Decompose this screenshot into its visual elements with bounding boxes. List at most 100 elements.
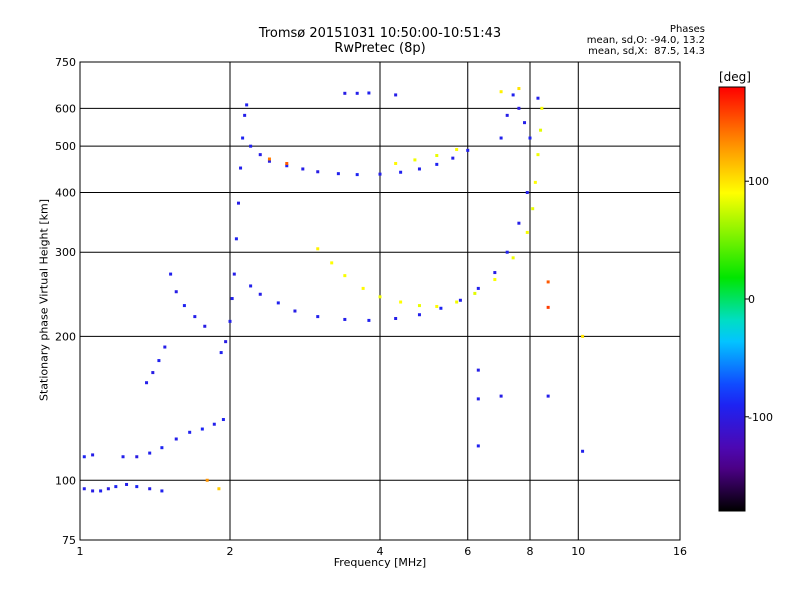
data-point-o (378, 172, 382, 176)
data-point-o (476, 397, 480, 401)
data-point-o (245, 103, 249, 107)
y-tick-label: 500 (55, 140, 76, 153)
data-point-o (546, 394, 550, 398)
data-point-x (435, 154, 439, 158)
data-point-x (499, 90, 503, 94)
colorbar-tick-label: -100 (748, 411, 773, 424)
data-point-x (517, 87, 521, 91)
data-point-x (473, 291, 477, 295)
colorbar-tick-label: 0 (748, 293, 755, 306)
x-tick-label: 6 (464, 545, 471, 558)
data-point-o (151, 371, 155, 375)
data-point-o (219, 351, 223, 355)
chart-title: Tromsø 20151031 10:50:00-10:51:43 (258, 26, 502, 41)
data-point-x (539, 128, 543, 132)
data-point-o (193, 315, 197, 319)
data-point-x (316, 247, 320, 251)
data-point-o (367, 91, 371, 95)
data-point-o (505, 250, 509, 254)
data-point-o (301, 167, 305, 171)
y-tick-label: 600 (55, 102, 76, 115)
data-point-o (476, 444, 480, 448)
colorbar: 100 0 -100 (718, 86, 773, 512)
data-point-o (528, 136, 532, 140)
data-point-o (135, 485, 139, 489)
data-point-o (293, 309, 297, 313)
data-point-o (243, 113, 247, 117)
x-tick-label: 8 (527, 545, 534, 558)
data-point-o (458, 298, 462, 302)
data-point-o (135, 455, 139, 459)
data-point-o (174, 290, 178, 294)
data-point-o (212, 422, 216, 426)
data-point-o (99, 489, 103, 493)
data-point-o (476, 368, 480, 372)
y-tick-label: 200 (55, 330, 76, 343)
data-point-x (417, 304, 421, 308)
y-tick-label: 750 (55, 56, 76, 69)
data-point-x (435, 304, 439, 308)
data-point-o (258, 153, 262, 157)
data-point-o (188, 430, 192, 434)
stats-o-mode: mean, sd,O: -94.0, 13.2 (586, 35, 705, 46)
data-point-o (417, 167, 421, 171)
data-point-o (439, 306, 443, 310)
data-point-o (182, 304, 186, 308)
data-points-layer (82, 87, 585, 493)
colorbar-gradient (718, 86, 746, 512)
data-point-x (285, 161, 289, 165)
data-point-o (511, 93, 515, 97)
tick-labels-layer: 1 2 4 6 8 10 16 75 100 200 300 400 500 600 750 (55, 56, 687, 558)
data-point-o (203, 324, 207, 328)
data-point-o (343, 317, 347, 321)
data-point-o (336, 172, 340, 176)
data-point-o (174, 437, 178, 441)
data-point-o (525, 190, 529, 194)
data-point-o (125, 482, 129, 486)
data-point-o (285, 164, 289, 168)
data-point-o (234, 237, 238, 241)
y-tick-label: 75 (62, 534, 76, 547)
stats-title: Phases (669, 24, 705, 35)
data-point-x (531, 207, 535, 211)
data-point-o (249, 284, 253, 288)
data-point-x (493, 278, 497, 282)
data-point-x (536, 153, 540, 157)
data-point-o (106, 487, 110, 491)
data-point-o (200, 427, 204, 431)
data-point-x (511, 256, 515, 260)
chart-subtitle: RwPretec (8p) (334, 41, 426, 56)
data-point-x (378, 295, 382, 299)
data-point-o (394, 316, 398, 320)
data-point-o (505, 113, 509, 117)
y-tick-label: 100 (55, 474, 76, 487)
data-point-o (536, 96, 540, 100)
data-point-o (523, 121, 527, 125)
data-point-o (114, 485, 118, 489)
x-tick-label: 1 (77, 545, 84, 558)
data-point-o (249, 144, 253, 148)
data-point-o (435, 162, 439, 166)
data-point-o (224, 340, 228, 344)
data-point-x (267, 157, 271, 161)
data-point-x (394, 161, 398, 165)
x-tick-label: 4 (377, 545, 384, 558)
data-point-o (258, 292, 262, 296)
data-point-o (163, 345, 167, 349)
data-point-x (361, 286, 365, 290)
data-point-x (343, 274, 347, 278)
plot-frame (79, 61, 681, 541)
data-point-o (230, 297, 234, 301)
data-point-o (160, 446, 164, 450)
data-point-x (455, 300, 459, 304)
data-point-o (82, 455, 86, 459)
data-point-o (239, 166, 243, 170)
data-point-o (236, 201, 240, 205)
data-point-o (241, 136, 245, 140)
data-point-o (493, 271, 497, 275)
data-point-o (91, 489, 95, 493)
data-point-o (499, 394, 503, 398)
data-point-o (367, 318, 371, 322)
colorbar-tick-label: 100 (748, 175, 769, 188)
data-point-x (217, 487, 221, 491)
